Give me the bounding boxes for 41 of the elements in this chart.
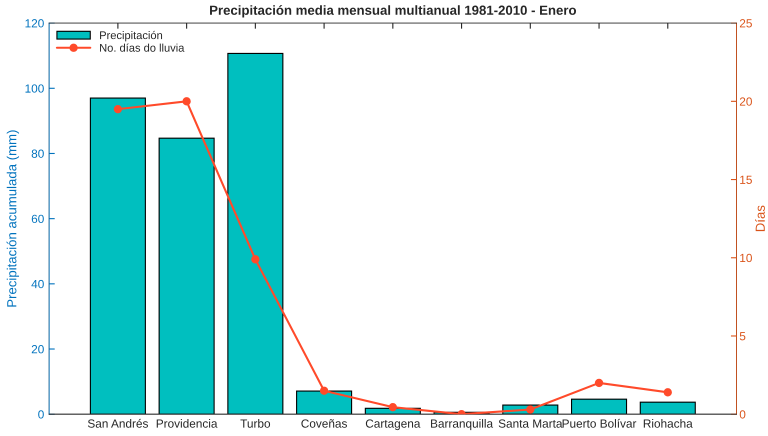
bar [90,98,146,414]
y-tick-label: 100 [25,84,44,93]
y2-tick-label: 15 [740,176,752,184]
y2-tick-label: 5 [740,332,746,340]
y-tick-label: 0 [38,410,44,419]
bar [570,398,628,414]
y-axis-title: Precipitación acumulada (mm) [6,130,20,307]
point [526,405,534,414]
x-tick-label: Barranquilla [431,419,494,430]
x-tick-label: San Andrés [88,418,148,428]
y2-tick-label: 0 [740,410,746,419]
point [594,378,604,388]
y-tick-label: 20 [32,345,44,354]
bar [158,138,215,414]
y2-tick-label: 20 [740,97,752,106]
legend-label: No. días do lluvia [100,43,184,52]
point [114,104,122,114]
x-tick-label: Santa Marta [498,419,562,428]
y-tick-label: 60 [32,214,44,224]
x-tick-label: Turbo [240,419,270,428]
bar [227,52,284,414]
y-tick-label: 80 [32,150,44,158]
x-tick-label: Coveñas [301,419,347,428]
point [182,97,191,106]
y-tick-label: 40 [31,280,44,288]
bar [296,390,352,414]
y2-tick-label: 25 [740,19,752,28]
y-tick-label: 120 [25,19,44,28]
legend-label: Precipitación [100,30,162,42]
x-tick-label: Providencia [156,419,218,428]
point [664,388,672,396]
x-tick-label: Puerto Bolívar [562,418,636,428]
point [251,255,260,264]
bar [640,402,696,414]
x-tick-label: Riohacha [644,419,693,428]
chart-title: Precipitación media mensual multianual 1981-2010 - Enero [210,5,576,18]
y2-axis-title: Días [755,206,765,232]
point [388,402,397,412]
y2-tick-label: 10 [740,254,752,262]
point [320,386,328,395]
x-tick-label: Cartagena [366,419,420,430]
